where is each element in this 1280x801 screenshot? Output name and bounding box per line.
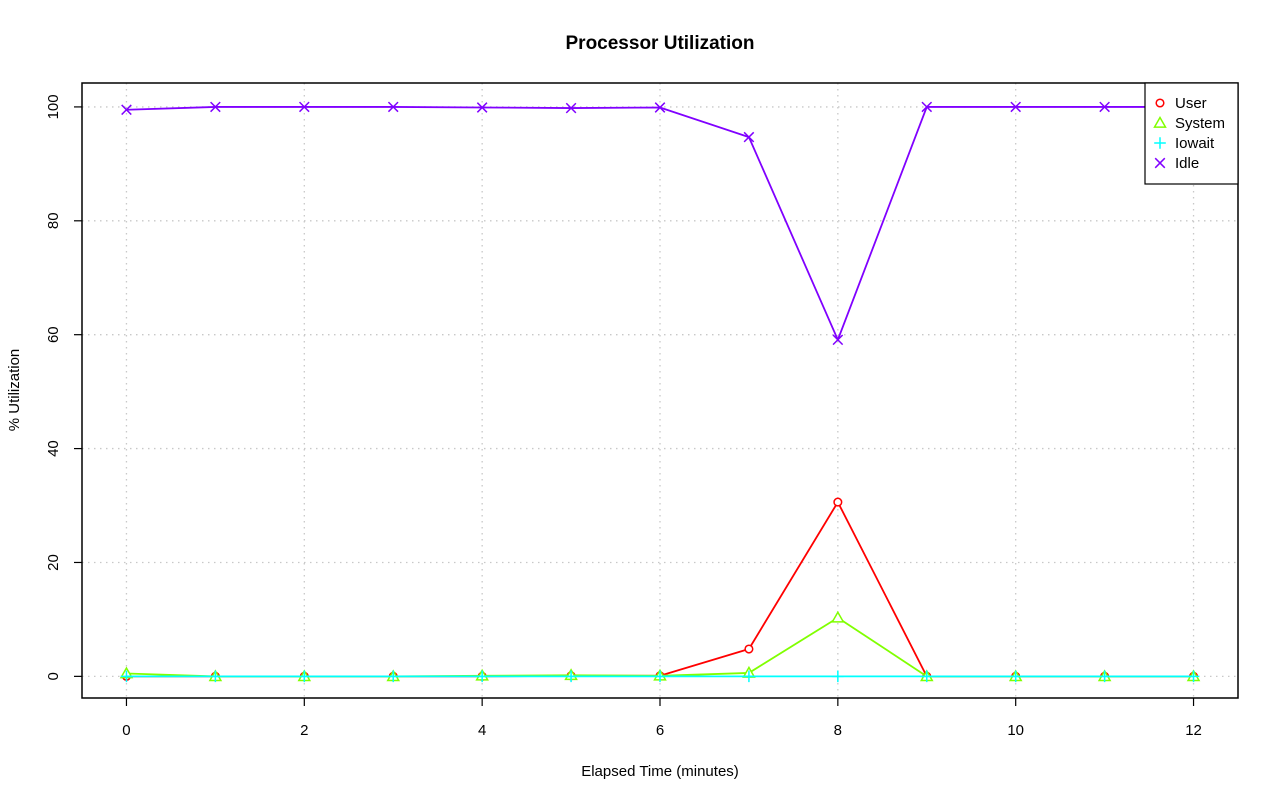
data-point-iowait [298,670,311,683]
data-point-iowait [1098,670,1111,683]
data-point-idle [921,101,933,113]
data-point-user [744,644,754,654]
data-point-idle [210,101,221,113]
data-point-iowait [1009,670,1022,683]
data-point-iowait [832,670,844,683]
data-point-iowait [920,670,933,683]
legend-label-iowait: Iowait [1175,135,1215,152]
data-point-system [831,610,845,623]
data-point-idle [298,101,310,113]
y-tick-label: 60 [45,326,62,343]
data-point-idle [743,131,755,143]
y-tick-label: 0 [45,672,62,680]
data-point-idle [832,334,844,346]
grid-lines [82,83,1238,698]
chart-title: Processor Utilization [566,33,755,54]
legend-item-user: User [1155,95,1207,112]
x-tick-label: 0 [122,722,130,739]
data-point-iowait [476,670,488,683]
data-point-iowait [1187,670,1200,683]
legend-marker-idle [1154,157,1166,169]
legend-marker-user [1155,98,1165,108]
y-tick-label: 40 [45,440,62,457]
legend-marker-iowait [1154,137,1166,149]
legend-item-idle: Idle [1154,155,1199,172]
legend-marker-system [1153,115,1167,128]
series-line-idle [126,106,1194,341]
data-point-iowait [565,670,577,683]
series-group [119,101,1201,683]
data-point-iowait [743,670,755,683]
series-iowait [120,670,1200,683]
series-user [121,497,1199,681]
x-tick-label: 2 [300,722,308,739]
data-point-idle [387,101,399,113]
data-point-idle [1099,101,1110,113]
legend-label-system: System [1175,115,1225,132]
y-axis-label: % Utilization [6,349,23,432]
legend: User System Iowait Idle [1144,82,1239,185]
legend-item-iowait: Iowait [1154,135,1215,152]
data-point-iowait [120,670,133,683]
x-tick-label: 12 [1185,722,1202,739]
x-tick-label: 4 [478,722,486,739]
data-point-idle [476,102,488,113]
data-point-iowait [209,670,222,683]
x-tick-label: 6 [656,722,664,739]
data-point-iowait [387,670,400,683]
y-tick-label: 80 [45,212,62,229]
legend-label-idle: Idle [1175,155,1199,172]
data-point-idle [1010,101,1022,113]
x-tick-label: 10 [1007,722,1024,739]
data-point-idle [654,102,666,113]
legend-label-user: User [1175,95,1207,112]
data-point-iowait [654,670,666,683]
y-tick-label: 100 [45,94,62,119]
y-tick-label: 20 [45,554,62,571]
series-idle [121,101,1199,346]
axes: 0 2 4 6 8 10 12 0 20 40 60 80 100 [45,82,1239,739]
x-axis-label: Elapsed Time (minutes) [581,763,739,780]
data-point-user [833,497,843,507]
legend-item-system: System [1153,115,1225,132]
x-tick-label: 8 [834,722,842,739]
data-point-idle [121,104,132,116]
series-system [119,610,1201,682]
data-point-idle [565,102,577,114]
